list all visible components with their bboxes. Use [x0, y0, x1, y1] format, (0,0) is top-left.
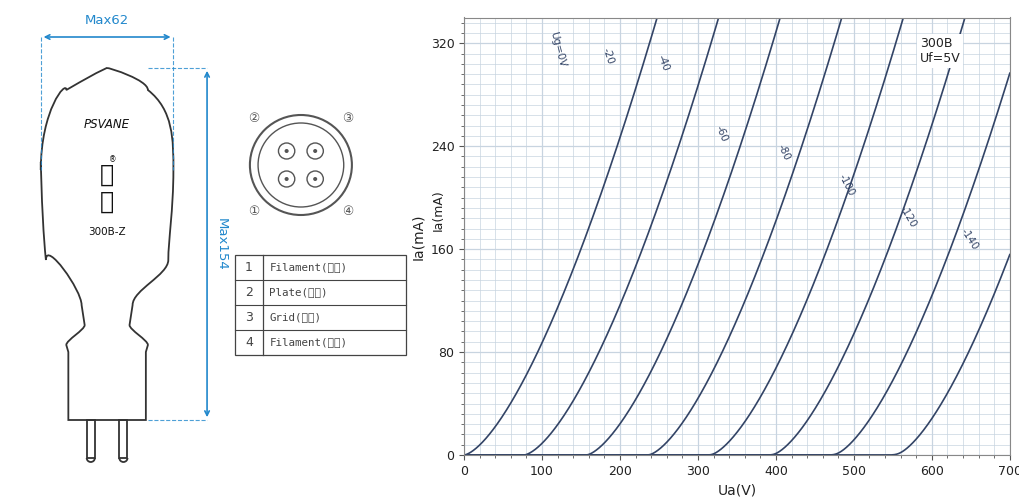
Text: Grid(栊极): Grid(栊极) — [269, 312, 321, 322]
Text: 300B
Uf=5V: 300B Uf=5V — [919, 37, 960, 65]
Circle shape — [284, 177, 288, 181]
Text: -80: -80 — [774, 143, 791, 163]
Bar — [119, 420, 127, 458]
Text: 300B-Z: 300B-Z — [89, 227, 125, 237]
Text: PSVANE: PSVANE — [84, 118, 130, 132]
Text: -20: -20 — [600, 46, 615, 66]
Text: ②: ② — [248, 112, 259, 126]
Text: -120: -120 — [898, 204, 918, 230]
Text: ③: ③ — [342, 112, 354, 126]
Text: ④: ④ — [342, 204, 354, 218]
Bar — [87, 420, 95, 458]
Text: Ug=0V: Ug=0V — [547, 30, 567, 68]
Y-axis label: Ia(mA): Ia(mA) — [411, 213, 425, 260]
Text: ①: ① — [248, 204, 259, 218]
Text: -40: -40 — [654, 53, 669, 72]
Text: 1: 1 — [245, 261, 253, 274]
Circle shape — [313, 177, 317, 181]
Text: Plate(阳极): Plate(阳极) — [269, 288, 327, 298]
Circle shape — [284, 149, 288, 153]
Text: ®: ® — [109, 156, 117, 164]
Text: Filament(灯丝): Filament(灯丝) — [269, 262, 346, 272]
Text: 珍: 珍 — [100, 163, 114, 187]
Text: Ia(mA): Ia(mA) — [432, 189, 444, 231]
Text: 3: 3 — [245, 311, 253, 324]
Text: 2: 2 — [245, 286, 253, 299]
Text: 品: 品 — [100, 190, 114, 214]
Text: Filament(灯丝): Filament(灯丝) — [269, 338, 346, 347]
Text: 4: 4 — [245, 336, 253, 349]
Text: Max62: Max62 — [85, 14, 129, 27]
Circle shape — [313, 149, 317, 153]
X-axis label: Ua(V): Ua(V) — [716, 484, 756, 498]
Text: -60: -60 — [713, 124, 729, 143]
Text: -140: -140 — [958, 226, 979, 252]
Bar — [234, 255, 406, 355]
Text: Max154: Max154 — [215, 218, 227, 270]
Text: -100: -100 — [836, 172, 855, 198]
